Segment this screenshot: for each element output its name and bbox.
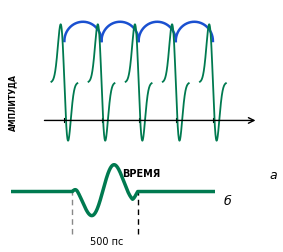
Text: АМПЛИТУДА: АМПЛИТУДА — [8, 74, 18, 130]
Text: а: а — [269, 168, 277, 181]
Text: б: б — [224, 195, 231, 207]
Text: ВРЕМЯ: ВРЕМЯ — [122, 168, 160, 178]
Text: 500 пс: 500 пс — [90, 236, 124, 246]
